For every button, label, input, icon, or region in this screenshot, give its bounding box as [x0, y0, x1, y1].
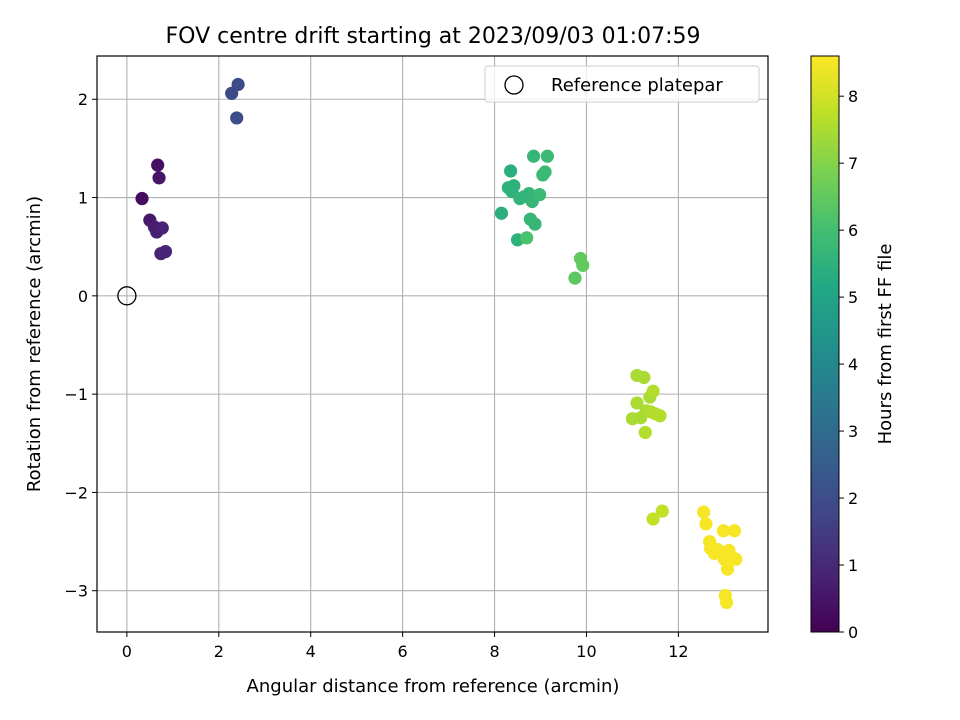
colorbar-tick-label: 3	[848, 422, 858, 441]
x-tick-label: 6	[398, 642, 408, 661]
y-tick-label: −1	[64, 385, 88, 404]
data-point	[152, 171, 166, 185]
data-point	[720, 595, 734, 610]
data-point	[646, 512, 660, 526]
data-point	[527, 149, 541, 163]
data-point	[697, 505, 711, 519]
x-tick-label: 12	[668, 642, 688, 661]
plot-frame	[96, 55, 769, 633]
reference-marker	[117, 286, 137, 306]
x-axis-ticks: 0 2 4 6 8 10 12	[122, 632, 689, 661]
data-point	[716, 524, 731, 538]
x-tick-label: 8	[489, 642, 499, 661]
data-point	[231, 77, 245, 92]
legend-reference-marker	[504, 75, 524, 95]
x-axis-label: Angular distance from reference (arcmin)	[247, 676, 620, 697]
data-point	[710, 542, 725, 557]
data-point	[135, 191, 149, 206]
colorbar-tick-label: 4	[848, 355, 858, 374]
y-tick-label: 0	[78, 287, 88, 306]
data-point	[630, 396, 644, 410]
y-tick-label: 2	[78, 90, 88, 109]
data-point	[532, 187, 547, 202]
data-point	[727, 524, 742, 538]
y-axis-ticks: −3 −2 −1 0 1 2	[64, 90, 97, 601]
data-point	[504, 164, 518, 178]
y-tick-label: 1	[78, 189, 88, 208]
legend: Reference platepar	[484, 65, 760, 103]
colorbar-tick-label: 1	[848, 556, 858, 575]
data-point	[520, 231, 534, 245]
colorbar-tick-label: 0	[848, 623, 858, 642]
colorbar-tick-label: 5	[848, 288, 858, 307]
data-point	[720, 562, 735, 576]
data-point	[729, 552, 743, 566]
colorbar-label: Hours from first FF file	[875, 244, 896, 445]
legend-label: Reference platepar	[551, 75, 723, 96]
data-point	[637, 370, 651, 385]
data-point	[568, 271, 582, 285]
data-point	[528, 217, 542, 231]
data-point	[655, 504, 669, 518]
data-point	[538, 165, 552, 179]
data-point	[494, 206, 509, 220]
colorbar-tick-label: 2	[848, 489, 858, 508]
colorbar-tick-label: 7	[848, 154, 858, 173]
data-point	[158, 245, 173, 259]
reference-point	[117, 286, 137, 306]
y-axis-label: Rotation from reference (arcmin)	[24, 196, 45, 492]
x-tick-label: 0	[122, 642, 132, 661]
data-points	[135, 77, 743, 610]
data-point	[230, 111, 244, 125]
data-point	[638, 425, 652, 440]
data-point	[699, 517, 713, 531]
x-tick-label: 2	[214, 642, 224, 661]
colorbar: 0 1 2 3 4 5 6 7 8 Hours from first FF file	[810, 55, 896, 642]
data-point	[540, 149, 554, 163]
chart-title: FOV centre drift starting at 2023/09/03 …	[166, 24, 701, 49]
data-point	[155, 221, 169, 235]
colorbar-tick-label: 6	[848, 221, 858, 240]
x-tick-label: 4	[306, 642, 316, 661]
legend-box	[484, 65, 760, 103]
data-point	[151, 158, 165, 172]
colorbar-ticks: 0 1 2 3 4 5 6 7 8	[839, 87, 858, 642]
data-point	[653, 409, 667, 423]
colorbar-tick-label: 8	[848, 87, 858, 106]
x-tick-label: 10	[576, 642, 596, 661]
y-tick-label: −2	[64, 483, 88, 502]
data-point	[576, 258, 590, 272]
y-tick-label: −3	[64, 582, 88, 601]
colorbar-gradient	[810, 55, 840, 633]
grid	[97, 56, 768, 632]
data-point	[646, 384, 660, 398]
